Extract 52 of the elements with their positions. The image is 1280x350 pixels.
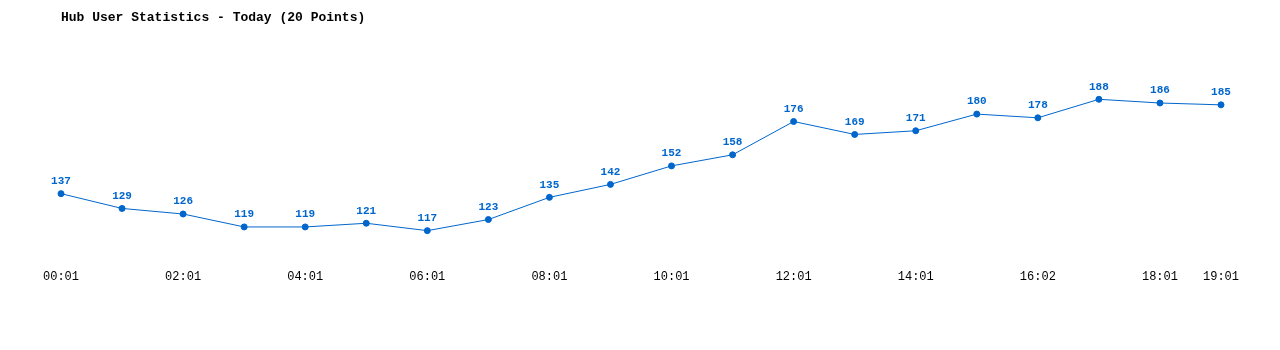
- x-tick-label: 12:01: [775, 269, 812, 284]
- data-label: 123: [478, 200, 499, 213]
- point: [423, 227, 431, 235]
- data-label: 126: [173, 195, 194, 208]
- data-label: 169: [844, 115, 865, 128]
- x-tick-label: 10:01: [653, 269, 690, 284]
- point: [729, 151, 737, 159]
- data-label: 135: [539, 178, 560, 191]
- point: [668, 162, 676, 170]
- point: [973, 110, 981, 118]
- data-label: 137: [51, 174, 71, 187]
- data-label: 185: [1211, 86, 1232, 99]
- point: [362, 219, 370, 227]
- data-label: 129: [112, 189, 132, 202]
- x-tick-label: 19:01: [1202, 269, 1240, 284]
- point: [301, 223, 309, 231]
- point: [851, 130, 859, 138]
- data-label: 142: [600, 165, 621, 178]
- point: [1095, 95, 1103, 103]
- point: [1217, 101, 1225, 109]
- point: [484, 216, 492, 224]
- data-label: 186: [1150, 84, 1170, 97]
- x-tick-label: 02:01: [165, 269, 202, 284]
- x-tick-label: 14:01: [897, 269, 934, 284]
- point: [57, 190, 65, 198]
- point: [240, 223, 248, 231]
- data-label: 158: [722, 136, 743, 149]
- point: [606, 180, 614, 188]
- data-label: 178: [1027, 99, 1049, 112]
- x-tick-label: 04:01: [287, 269, 324, 284]
- x-tick-label: 08:01: [531, 269, 568, 284]
- data-label: 171: [905, 112, 927, 125]
- point: [790, 118, 798, 125]
- data-label: 180: [966, 95, 987, 108]
- point: [545, 193, 553, 201]
- point: [912, 127, 920, 135]
- data-label: 121: [356, 204, 377, 217]
- data-label: 188: [1088, 80, 1110, 93]
- data-label: 119: [295, 208, 316, 221]
- point: [1034, 114, 1042, 122]
- data-label: 176: [783, 102, 804, 115]
- x-tick-label: 06:01: [409, 269, 446, 284]
- point: [179, 210, 187, 218]
- data-label: 152: [661, 147, 682, 160]
- data-label: 117: [417, 211, 438, 224]
- x-tick-label: 16:02: [1019, 269, 1056, 284]
- point: [1156, 99, 1164, 107]
- point: [118, 204, 126, 212]
- chart-title: Hub User Statistics - Today (20 Points): [61, 10, 366, 26]
- x-tick-label: 00:01: [42, 269, 80, 284]
- x-tick-label: 18:01: [1141, 269, 1178, 284]
- data-label: 119: [234, 208, 255, 221]
